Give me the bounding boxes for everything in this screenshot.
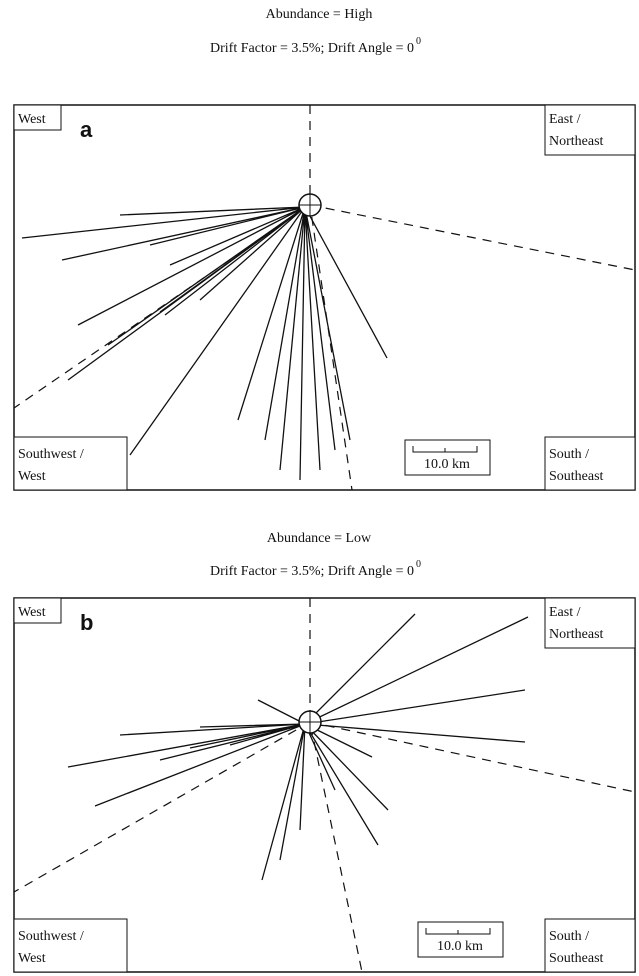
label-box bbox=[13, 597, 62, 624]
panel-title: Abundance = Low bbox=[267, 531, 372, 546]
panel-letter: a bbox=[80, 117, 93, 142]
west-label: West bbox=[18, 605, 46, 620]
panel-frame bbox=[13, 104, 636, 491]
superscript: 0 bbox=[416, 559, 421, 570]
dashed-axes bbox=[13, 105, 636, 491]
southwest-label: Southwest / bbox=[18, 929, 84, 944]
east-label: Northeast bbox=[549, 627, 604, 642]
label-box bbox=[13, 104, 62, 131]
west-label: West bbox=[18, 112, 46, 127]
dashed-axes bbox=[13, 598, 636, 973]
scale-label: 10.0 km bbox=[437, 939, 483, 954]
scale-bar bbox=[412, 446, 478, 453]
label-box bbox=[13, 918, 128, 973]
scale-box bbox=[404, 439, 491, 476]
south-label: Southeast bbox=[549, 469, 604, 484]
southwest-label: West bbox=[18, 469, 46, 484]
east-label: Northeast bbox=[549, 134, 604, 149]
south-label: South / bbox=[549, 447, 589, 462]
panel-title: Abundance = High bbox=[266, 7, 373, 22]
panel-subtitle: Drift Factor = 3.5%; Drift Angle = 0 bbox=[210, 564, 414, 579]
scale-box bbox=[417, 921, 504, 958]
panel-letter: b bbox=[80, 610, 93, 635]
south-label: Southeast bbox=[549, 951, 604, 966]
label-box bbox=[544, 104, 636, 156]
south-label: South / bbox=[549, 929, 589, 944]
panel-frame bbox=[13, 597, 636, 973]
label-box bbox=[13, 436, 128, 491]
panel-subtitle: Drift Factor = 3.5%; Drift Angle = 0 bbox=[210, 41, 414, 56]
label-box bbox=[544, 597, 636, 649]
superscript: 0 bbox=[416, 36, 421, 47]
scale-label: 10.0 km bbox=[424, 457, 470, 472]
crosshair bbox=[299, 711, 321, 733]
southwest-label: Southwest / bbox=[18, 447, 84, 462]
label-box bbox=[544, 918, 636, 973]
drift-tracks bbox=[67, 613, 529, 881]
scale-bar bbox=[425, 928, 491, 935]
east-label: East / bbox=[549, 112, 581, 127]
southwest-label: West bbox=[18, 951, 46, 966]
label-box bbox=[544, 436, 636, 491]
drift-tracks bbox=[21, 206, 388, 481]
east-label: East / bbox=[549, 605, 581, 620]
crosshair bbox=[299, 194, 321, 216]
